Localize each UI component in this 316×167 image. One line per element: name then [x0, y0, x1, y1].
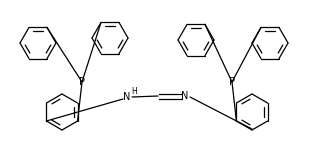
Text: P: P — [79, 77, 85, 87]
Text: N: N — [181, 91, 189, 101]
Text: P: P — [229, 77, 235, 87]
Text: N: N — [123, 92, 131, 102]
Text: H: H — [131, 87, 137, 96]
